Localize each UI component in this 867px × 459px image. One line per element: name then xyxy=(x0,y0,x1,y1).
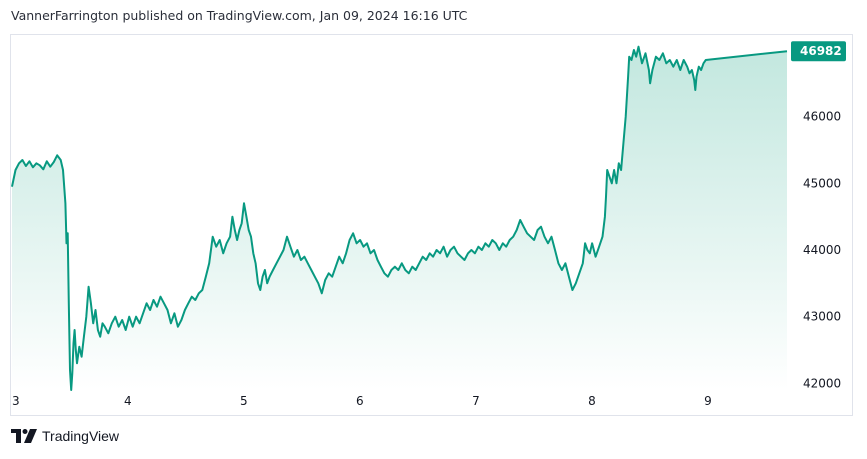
last-price-label: 46982 xyxy=(800,44,842,58)
x-tick-label: 6 xyxy=(356,394,364,408)
x-tick-label: 5 xyxy=(240,394,248,408)
y-tick-label: 45000 xyxy=(803,176,841,190)
x-tick-label: 7 xyxy=(472,394,480,408)
x-tick-label: 8 xyxy=(588,394,596,408)
x-tick-label: 4 xyxy=(124,394,132,408)
x-tick-label: 3 xyxy=(12,394,20,408)
series-line xyxy=(11,45,788,391)
y-tick-label: 44000 xyxy=(803,243,841,257)
y-tick-label: 46000 xyxy=(803,110,841,124)
tradingview-logo-icon xyxy=(11,429,37,443)
x-tick-label: 9 xyxy=(704,394,712,408)
y-tick-label: 43000 xyxy=(803,310,841,324)
y-tick-label: 42000 xyxy=(803,376,841,390)
footer-branding: TradingView xyxy=(11,428,119,444)
last-price-tag xyxy=(791,41,846,62)
series-area-fill xyxy=(12,46,787,390)
publisher-caption: VannerFarrington published on TradingVie… xyxy=(11,8,468,23)
brand-name: TradingView xyxy=(42,428,120,444)
